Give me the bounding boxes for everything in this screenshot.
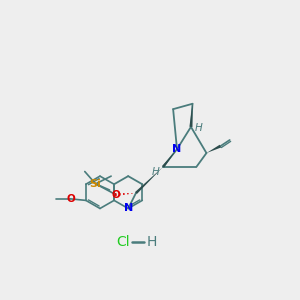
- Polygon shape: [135, 167, 163, 194]
- Text: N: N: [124, 203, 133, 214]
- Polygon shape: [206, 145, 221, 153]
- Text: Si: Si: [90, 179, 101, 189]
- Polygon shape: [162, 149, 177, 168]
- Text: Cl: Cl: [116, 236, 130, 249]
- Text: H: H: [147, 236, 158, 249]
- Text: O: O: [66, 194, 75, 204]
- Polygon shape: [189, 104, 193, 127]
- Text: O: O: [111, 190, 120, 200]
- Text: H: H: [195, 123, 203, 134]
- Text: N: N: [172, 144, 182, 154]
- Text: H: H: [152, 167, 159, 176]
